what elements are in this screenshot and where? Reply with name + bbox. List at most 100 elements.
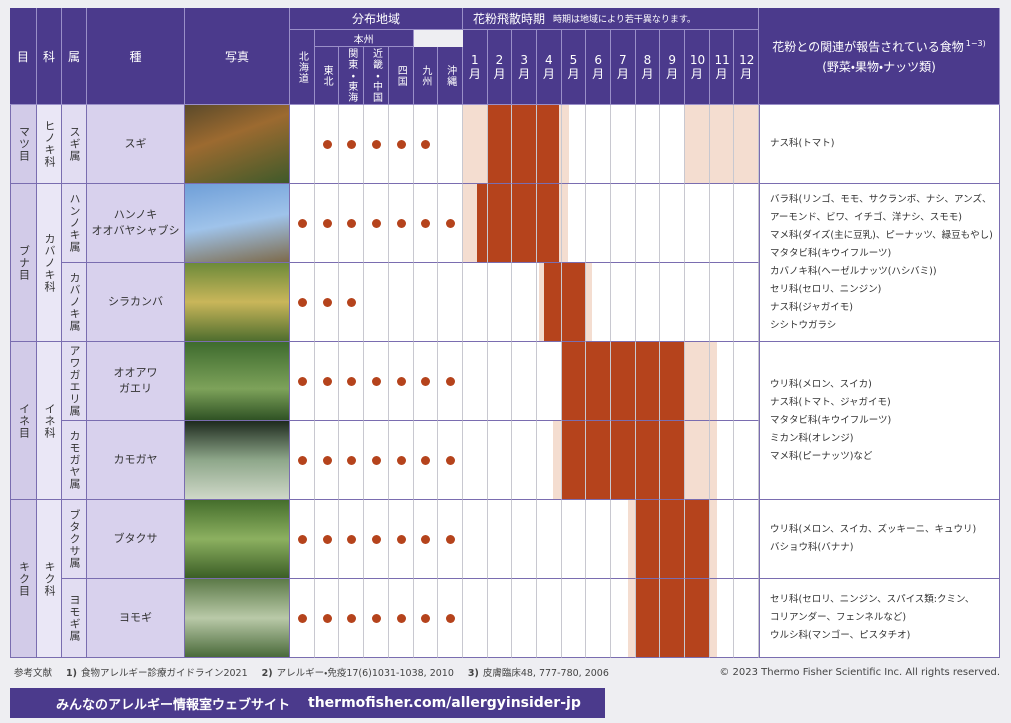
grid-cell (537, 105, 562, 184)
grid-cell (438, 579, 463, 658)
region-dot (347, 298, 357, 307)
banner-url: thermofisher.com/allergyinsider-jp (308, 695, 581, 711)
species-name: スギ (87, 105, 185, 184)
month-label: 5月 (567, 53, 580, 81)
region-dot (396, 535, 406, 544)
food-line: マメ科(ピーナッツ)など (770, 450, 873, 462)
grid-cell (463, 421, 488, 500)
month-cell: 5月 (561, 30, 587, 105)
genus-label: カモガヤ属 (62, 421, 87, 500)
month-cell: 1月 (463, 30, 488, 105)
grid-cell (561, 342, 587, 421)
grid-cell (685, 579, 710, 658)
region-dot (347, 456, 357, 465)
grid-cell (463, 263, 488, 342)
region-dot (322, 535, 332, 544)
grid-cell (660, 263, 685, 342)
grid-cell (487, 342, 513, 421)
grid-cell (413, 342, 439, 421)
grid-cell (635, 421, 661, 500)
species-name: ハンノキ オオバヤシャブシ (87, 184, 185, 263)
grid-cell (660, 184, 685, 263)
grid-cell (611, 579, 636, 658)
grid-cell (512, 263, 537, 342)
reference: 1) 食物アレルギー診療ガイドライン2021 (66, 665, 248, 679)
region-dot (446, 377, 456, 386)
pollen-minor (685, 342, 718, 421)
grid-cell (685, 500, 710, 579)
region-label: 近畿・中国 (364, 47, 389, 105)
grid-cell (586, 105, 611, 184)
grid-cell (438, 500, 463, 579)
region-dot (372, 614, 381, 623)
genus-label: ハンノキ属 (62, 184, 87, 263)
grid-cell (463, 579, 488, 658)
header-photo: 写真 (185, 8, 290, 105)
food-line: ナス科(トマト) (770, 138, 835, 149)
grid-cell (339, 105, 365, 184)
grid-cell (339, 342, 365, 421)
grid-cell (611, 342, 636, 421)
ref-num: 2) (261, 668, 273, 679)
grid-cell (290, 105, 315, 184)
region-label: 四国 (388, 47, 414, 105)
grid-cell (685, 105, 710, 184)
region-dot (421, 456, 431, 465)
grid-cell (388, 105, 414, 184)
grid-cell (660, 500, 685, 579)
species-name: ブタクサ (87, 500, 185, 579)
grid-cell (438, 421, 463, 500)
grid-cell (388, 421, 414, 500)
region-dot (322, 298, 332, 307)
foods-cell: ウリ科(メロン、スイカ) ナス科(トマト、ジャガイモ) マタタビ科(キウイフルーツ)… (759, 342, 1000, 500)
region-dot (322, 456, 332, 465)
family-label: イネ科 (37, 342, 62, 500)
food-line: ウルシ科(マンゴー、ピスタチオ) (770, 630, 911, 641)
grid-cell (463, 500, 488, 579)
region-dot (372, 456, 381, 465)
grid-cell (512, 579, 537, 658)
grid-cell (364, 263, 389, 342)
month-cell: 6月 (586, 30, 611, 105)
family-label: キク科 (37, 500, 62, 658)
header-foods: 花粉との関連が報告されている食物 1−3) (野菜・果物・ナッツ類) (759, 8, 1000, 105)
grid-cell (685, 342, 710, 421)
grid-cell (685, 263, 710, 342)
pollen-minor (463, 105, 488, 184)
grid-cell (561, 184, 587, 263)
region-dot (421, 535, 431, 544)
pollen-minor (685, 421, 718, 500)
pollen-minor (709, 500, 718, 579)
region-dot (297, 298, 307, 307)
genus-label: アワガエリ属 (62, 342, 87, 421)
month-cell: 11月 (709, 30, 735, 105)
grid-cell (685, 421, 710, 500)
grid-cell (660, 105, 685, 184)
order-label: キク目 (10, 500, 37, 658)
grid-cell (339, 184, 365, 263)
grid-cell (290, 579, 315, 658)
grid-cell (635, 579, 661, 658)
species-name: オオアワ ガエリ (87, 342, 185, 421)
pollen-peak (476, 184, 560, 263)
grid-cell (438, 184, 463, 263)
header-honshu: 本州 (314, 30, 414, 47)
species-name: カモガヤ (87, 421, 185, 500)
grid-cell (635, 500, 661, 579)
region-dot (421, 219, 431, 228)
region-label: 沖縄 (438, 47, 463, 105)
grid-cell (512, 500, 537, 579)
grid-cell (734, 342, 759, 421)
grid-cell (709, 500, 735, 579)
grid-cell (512, 184, 537, 263)
region-dot (372, 140, 381, 149)
grid-cell (339, 500, 365, 579)
ref-num: 1) (66, 668, 77, 679)
grid-cell (364, 579, 389, 658)
grid-cell (413, 421, 439, 500)
grid-cell (512, 421, 537, 500)
grid-cell (709, 263, 735, 342)
pollen-peak (544, 263, 587, 342)
region-dot (347, 535, 357, 544)
